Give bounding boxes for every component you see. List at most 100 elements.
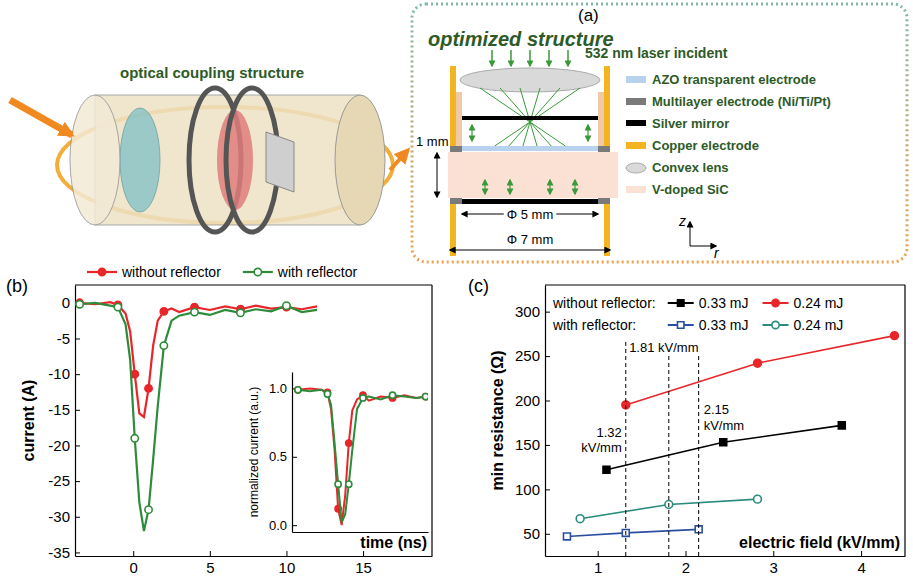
annotations: 1.32kV/mm1.81 kV/mm2.15kV/mm	[581, 339, 744, 556]
silver-mirror	[462, 116, 598, 120]
legend-label: Copper electrode	[652, 138, 759, 153]
tick-mark	[75, 552, 80, 553]
tick-label: 50	[523, 525, 540, 542]
tick-label: -25	[48, 472, 70, 489]
marker	[423, 394, 428, 400]
reference-line	[625, 339, 626, 556]
tick: -10	[48, 365, 80, 382]
tick: 1.0	[269, 381, 297, 396]
annotation-line: kV/mm	[704, 418, 744, 433]
tick: -15	[48, 401, 80, 418]
plot-frame	[75, 284, 432, 285]
marker	[360, 395, 366, 401]
marker	[346, 481, 352, 487]
tick: 15	[355, 551, 372, 576]
tick-mark	[545, 401, 550, 402]
series-line	[580, 499, 757, 519]
x-axis	[293, 532, 429, 533]
legend-label: with reflector	[277, 264, 358, 280]
laser-beam	[10, 100, 72, 135]
tick-mark	[286, 551, 287, 556]
legend: without reflectorwith reflector	[87, 264, 358, 280]
azo-electrode	[462, 146, 598, 151]
tick-label: 250	[515, 347, 540, 364]
series-line	[80, 303, 317, 531]
tick: 0.0	[269, 518, 297, 533]
tick-mark	[363, 551, 364, 556]
tick-mark	[545, 445, 550, 446]
marker	[772, 321, 779, 328]
dimension-label: Φ 5 mm	[507, 207, 553, 222]
marker	[754, 359, 762, 367]
tick-mark	[210, 551, 211, 556]
panel-label: (c)	[468, 276, 489, 296]
tick-mark	[75, 481, 80, 482]
lens	[120, 108, 160, 212]
tick: 150	[515, 436, 550, 453]
tick-mark	[545, 489, 550, 490]
illustration: optical coupling structure	[10, 64, 408, 232]
tick: 4	[857, 551, 865, 576]
panel-label: (b)	[6, 276, 28, 296]
legend-swatch	[626, 142, 646, 149]
tick-label: -10	[48, 365, 70, 382]
coordinate-axis	[690, 246, 716, 247]
prism	[266, 132, 294, 192]
marker	[295, 387, 301, 393]
tick-mark	[545, 312, 550, 313]
tick: -35	[48, 544, 80, 561]
tick-label: -20	[48, 437, 70, 454]
marker	[283, 302, 290, 309]
marker	[838, 422, 845, 429]
legend-label: V-doped SiC	[652, 182, 729, 197]
axis-line	[293, 532, 429, 533]
axis-line	[76, 556, 433, 557]
label-patch	[627, 340, 700, 355]
annotation-label: 2.15kV/mm	[704, 402, 744, 433]
marker	[145, 506, 152, 513]
tick-label: 1.0	[269, 381, 287, 396]
laser-arrow	[567, 50, 569, 66]
marker	[254, 268, 261, 275]
tick-mark	[75, 338, 80, 339]
annotation-line: 1.32	[596, 425, 621, 440]
series-line	[80, 302, 317, 417]
tick-mark	[75, 517, 80, 518]
axis-line	[75, 286, 76, 557]
tick: 0	[130, 551, 138, 576]
silver-mirror	[462, 199, 598, 204]
reflection-arrow	[574, 180, 575, 194]
legend-label: Silver mirror	[652, 116, 729, 131]
marker	[720, 439, 727, 446]
copper-electrode	[604, 66, 610, 156]
legend-label: 0.33 mJ	[699, 295, 749, 311]
tube-end	[335, 95, 385, 225]
reference-line	[668, 339, 669, 556]
tick: 5	[206, 551, 214, 576]
tick-mark	[292, 457, 297, 458]
copper-electrode	[450, 66, 456, 156]
legend-swatch	[626, 120, 646, 126]
tick-label: 0	[62, 294, 70, 311]
sample-disk	[217, 110, 253, 210]
tick-label: 200	[515, 392, 540, 409]
legend-group-label: without reflector:	[552, 295, 656, 311]
tick-label: 0.0	[269, 518, 287, 533]
coordinate-label: z	[678, 213, 686, 229]
multilayer-electrode	[450, 146, 462, 152]
coordinate-label: r	[714, 245, 720, 261]
tick-mark	[292, 525, 297, 526]
tick: 250	[515, 347, 550, 364]
marker	[563, 533, 570, 540]
figure: optical coupling structure(a)optimized s…	[0, 0, 913, 587]
marker	[576, 515, 584, 523]
plot-frame	[431, 285, 432, 556]
marker	[191, 308, 198, 315]
panel-label: (a)	[578, 6, 599, 25]
legend-label: AZO transparent electrode	[652, 72, 816, 87]
marker	[76, 301, 83, 308]
tick: 300	[515, 303, 550, 320]
laser-arrow	[491, 50, 493, 66]
dimension-label: 1 mm	[416, 134, 449, 149]
tick: 1	[594, 551, 602, 576]
